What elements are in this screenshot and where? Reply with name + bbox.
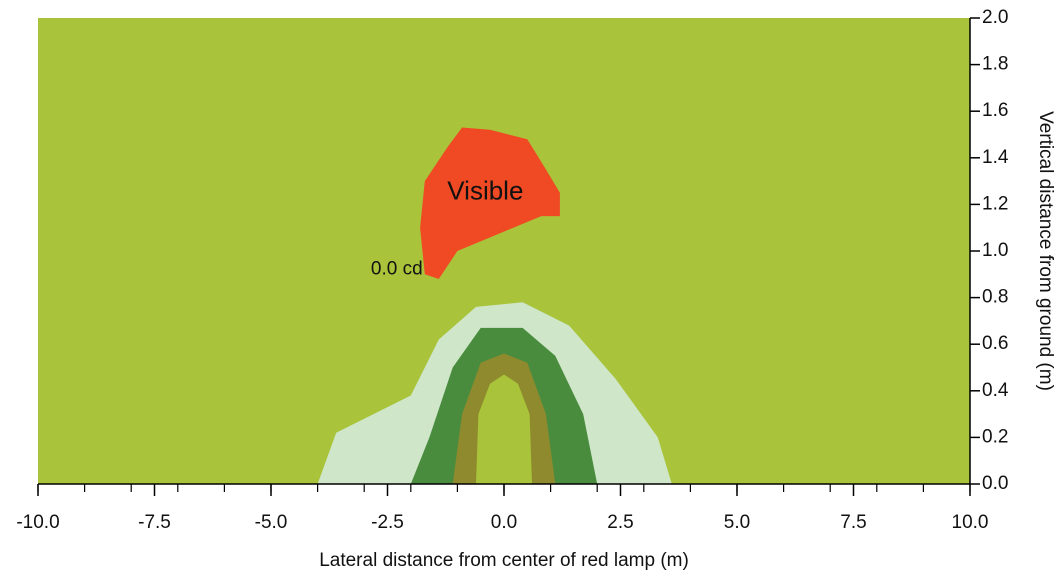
x-tick-label: 5.0 (724, 512, 750, 533)
x-tick-label: 2.5 (607, 512, 633, 533)
x-tick-label: -7.5 (138, 512, 171, 533)
x-tick-label: -2.5 (371, 512, 404, 533)
y-tick-label: 1.6 (982, 100, 1008, 121)
y-tick-label: 2.0 (982, 7, 1008, 28)
x-tick-label: 7.5 (840, 512, 866, 533)
y-tick-label: 1.4 (982, 147, 1009, 168)
x-tick-label: -10.0 (16, 512, 59, 533)
annotation-zero-cd: 0.0 cd (371, 259, 423, 280)
y-tick-label: 0.0 (982, 473, 1008, 494)
y-tick-label: 1.8 (982, 54, 1008, 75)
y-tick-label: 0.4 (982, 380, 1009, 401)
y-tick-label: 0.2 (982, 426, 1008, 447)
y-axis-title: Vertical distance from ground (m) (1035, 111, 1056, 391)
y-tick-label: 0.6 (982, 333, 1008, 354)
y-tick-label: 1.2 (982, 193, 1008, 214)
y-tick-label: 0.8 (982, 287, 1008, 308)
y-tick-label: 1.0 (982, 240, 1008, 261)
annotation-visible: Visible (447, 176, 523, 206)
contour-region-4 (420, 127, 560, 279)
y-axis-ticks: 0.0 0.2 0.4 0.6 0.8 1.0 1.2 1.4 1.6 1.8 2.0 (970, 7, 1009, 494)
contour-regions (317, 127, 672, 484)
x-tick-label: 0.0 (491, 512, 517, 533)
x-tick-label: 10.0 (952, 512, 989, 533)
x-tick-label: -5.0 (255, 512, 288, 533)
x-axis-title: Lateral distance from center of red lamp… (319, 550, 689, 571)
contour-region-3 (476, 374, 532, 484)
x-axis-ticks: -10.0 -7.5 -5.0 -2.5 0.0 2.5 5.0 7.5 10.0 (16, 484, 988, 533)
